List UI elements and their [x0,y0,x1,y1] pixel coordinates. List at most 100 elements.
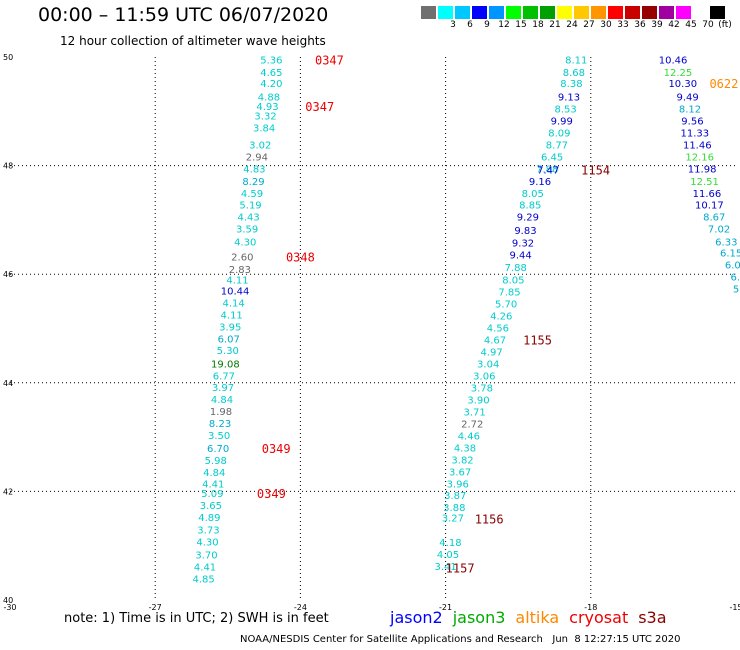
wave-height-value: 4.67 [484,335,506,346]
wave-height-value: 4.11 [221,310,243,321]
x-tick-label: -30 [3,603,16,612]
wave-height-value: 3.04 [477,359,499,370]
color-swatch [607,6,623,19]
wave-height-value: 11.98 [688,164,717,175]
wave-height-value: 3.59 [236,225,258,236]
wave-height-value: 6.45 [541,152,563,163]
wave-height-value: 7.88 [536,164,558,175]
wave-height-value: 4.56 [487,323,509,334]
pass-time-label: 1154 [581,163,610,177]
wave-height-value: 9.13 [558,93,580,104]
x-tick-label: -27 [149,603,162,612]
wave-height-value: 4.14 [222,298,244,309]
wave-height-value: 4.43 [237,213,259,224]
wave-height-value: 3.88 [443,503,465,514]
x-tick-label: -21 [439,603,452,612]
color-swatch [420,6,436,19]
wave-height-value: 3.65 [200,501,222,512]
wave-height-value: 3.95 [219,322,241,333]
pass-time-label: 0348 [286,250,315,264]
wave-height-value: 8.53 [554,105,576,116]
wave-height-value: 6.15 [720,248,740,259]
x-tick-label: -15 [729,603,740,612]
y-tick-label: 44 [3,379,13,388]
legend-item-altika: altika [515,608,560,627]
color-swatch [658,6,674,19]
y-tick-label: 42 [3,487,13,496]
wave-height-value: 9.49 [676,93,698,104]
wave-height-value: 4.41 [202,479,224,490]
wave-height-value: 7.85 [498,288,520,299]
wave-height-value: 8.05 [502,276,524,287]
wave-height-value: 6.05 [725,260,740,271]
wave-height-value: 9.29 [517,213,539,224]
wave-height-value: 3.50 [208,431,230,442]
y-tick-label: 50 [3,53,13,62]
wave-height-value: 19.08 [211,359,240,370]
wave-height-value: 4.59 [241,189,263,200]
wave-height-value: 8.12 [679,105,701,116]
color-swatch [709,6,725,19]
wave-height-value: 3.82 [451,455,473,466]
pass-time-label: 0622 [709,77,738,91]
wave-height-value: 2.94 [246,152,268,163]
wave-height-value: 11.66 [693,189,722,200]
x-tick-label: -24 [294,603,307,612]
wave-height-value: 8.38 [560,79,582,90]
wave-height-value: 3.41 [434,562,456,573]
page-title: 00:00 – 11:59 UTC 06/07/2020 [38,4,329,26]
credit-line: NOAA/NESDIS Center for Satellite Applica… [240,634,681,645]
color-swatch [675,6,691,19]
wave-height-value: 2.60 [231,252,253,263]
color-swatch-label: 3 [450,20,456,30]
color-swatch-label: 36 [634,20,646,30]
legend-item-cryosat: cryosat [569,608,629,627]
wave-height-value: 4.30 [196,537,218,548]
wave-height-value: 6.77 [213,372,235,383]
footer-note: note: 1) Time is in UTC; 2) SWH is in fe… [64,611,329,626]
wave-height-value: 3.84 [253,124,275,135]
wave-height-value: 8.09 [548,128,570,139]
wave-height-value: 3.02 [249,140,271,151]
color-swatch [692,6,708,19]
color-swatch-label: 15 [515,20,527,30]
wave-height-value: 5.19 [239,201,261,212]
color-swatch-label: 21 [549,20,561,30]
wave-height-value: 5.36 [260,56,282,67]
wave-height-value: 12.25 [664,68,693,79]
wave-height-value: 7.47 [537,165,559,176]
wave-height-value: 4.85 [192,574,214,585]
pass-time-label: 0347 [315,54,344,68]
color-swatch-label: 45 [685,20,697,30]
wave-height-value: 8.11 [565,56,587,67]
color-swatch [573,6,589,19]
pass-time-label: 0349 [257,487,286,501]
wave-height-value: 7.02 [708,225,730,236]
wave-height-value: 8.05 [522,189,544,200]
y-tick-label: 48 [3,162,13,171]
wave-height-value: 2.83 [229,265,251,276]
satellite-legend: jason2 jason3 altika cryosat s3a [390,608,677,627]
wave-height-value: 4.05 [437,550,459,561]
wave-height-value: 5.98 [205,456,227,467]
color-swatch-label: 9 [484,20,490,30]
color-swatch [624,6,640,19]
wave-height-value: 4.26 [490,311,512,322]
wave-height-value: 6.33 [715,238,737,249]
wave-height-value: 8.67 [703,213,725,224]
wave-height-value: 4.93 [256,102,278,113]
wave-height-value: 11.33 [681,128,710,139]
wave-height-value: 8.77 [546,140,568,151]
wave-height-value: 12.16 [685,152,714,163]
color-swatch [522,6,538,19]
color-swatch [539,6,555,19]
page-subtitle: 12 hour collection of altimeter wave hei… [60,34,326,48]
pass-time-label: 1155 [523,333,552,347]
x-tick-label: -18 [584,603,597,612]
pass-time-label: 1156 [475,513,504,527]
wave-height-value: 4.65 [260,68,282,79]
wave-height-value: 5.30 [217,346,239,357]
wave-height-value: 10.30 [668,79,697,90]
color-swatch [488,6,504,19]
